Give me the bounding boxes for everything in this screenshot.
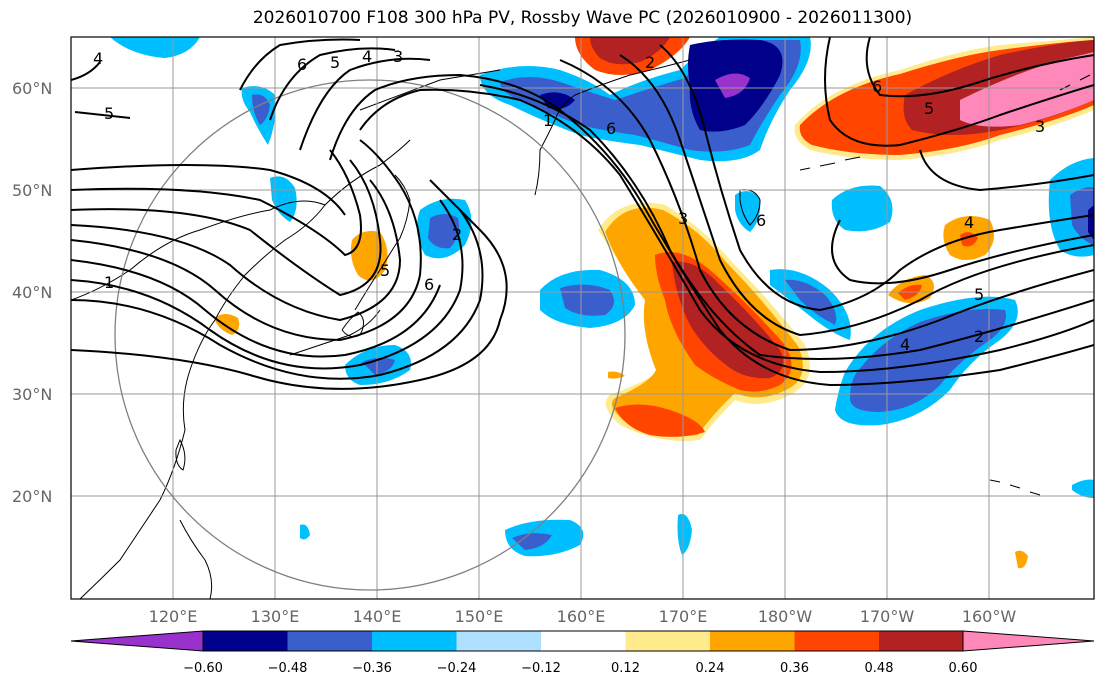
lon-label: 120°E [149, 607, 198, 626]
contour-label: 2 [974, 327, 984, 346]
contour-label: 2 [645, 53, 655, 72]
lat-label: 30°N [12, 385, 52, 404]
colorbar-tick-label: 0.36 [780, 661, 809, 676]
colorbar-swatch [287, 631, 372, 651]
colorbar-tick-label: 0.48 [865, 661, 894, 676]
colorbar-swatch [203, 631, 288, 651]
colorbar: −0.60 −0.48 −0.36 −0.24 −0.12 0.12 0.24 … [70, 630, 1095, 676]
contour-label: 2 [452, 225, 462, 244]
colorbar-tick-label: −0.24 [437, 661, 477, 676]
colorbar-tick-label: −0.60 [183, 661, 223, 676]
colorbar-tick-label: 0.24 [696, 661, 725, 676]
colorbar-swatch [456, 631, 541, 651]
contour-label: 5 [924, 99, 934, 118]
colorbar-outline [202, 630, 964, 652]
latitude-axis: 60°N 50°N 40°N 30°N 20°N [12, 79, 52, 506]
colorbar-tick-label: 0.60 [949, 661, 978, 676]
colorbar-swatch [372, 631, 457, 651]
colorbar-swatch [879, 631, 963, 651]
lon-label: 130°E [251, 607, 300, 626]
colorbar-swatch [794, 631, 879, 651]
colorbar-extend-max [962, 630, 1095, 652]
contour-label: 6 [424, 275, 434, 294]
contour-label: 1 [543, 111, 553, 130]
colorbar-tick-label: −0.36 [352, 661, 392, 676]
coastlines [71, 59, 1091, 599]
contour-label: 6 [756, 211, 766, 230]
contour-label: 6 [297, 55, 307, 74]
lon-label: 160°W [962, 607, 1017, 626]
lon-label: 180°W [758, 607, 813, 626]
contour-label: 1 [104, 273, 114, 292]
contour-label: 3 [393, 47, 403, 66]
contour-label: 6 [872, 77, 882, 96]
pv-contours [71, 37, 1094, 390]
contour-label: 4 [964, 213, 974, 232]
lat-label: 40°N [12, 283, 52, 302]
map-title: 2026010700 F108 300 hPa PV, Rossby Wave … [252, 8, 913, 28]
contour-label: 5 [380, 261, 390, 280]
contour-label: 5 [104, 104, 114, 123]
map-frame [70, 36, 1095, 600]
lat-label: 60°N [12, 79, 52, 98]
lon-label: 150°E [455, 607, 504, 626]
lon-label: 140°E [353, 607, 402, 626]
contour-label: 6 [606, 119, 616, 138]
contour-label: 4 [900, 335, 910, 354]
colorbar-swatch [710, 631, 795, 651]
contour-label-group: 4 5 6 5 4 3 1 2 6 5 1 2 3 6 6 5 6 3 4 5 … [93, 47, 1045, 354]
colorbar-swatch [541, 631, 626, 651]
reference-circle [114, 79, 626, 591]
contour-label: 4 [93, 49, 103, 68]
colorbar-tick-label: −0.12 [521, 661, 561, 676]
longitude-axis: 120°E 130°E 140°E 150°E 160°E 170°E 180°… [149, 607, 1017, 626]
lat-label: 50°N [12, 181, 52, 200]
colorbar-tick-label: −0.48 [268, 661, 308, 676]
colorbar-swatch [625, 631, 710, 651]
contour-label: 4 [362, 47, 372, 66]
contour-label: 5 [974, 285, 984, 304]
contour-label: 3 [1035, 117, 1045, 136]
contour-label: 5 [330, 53, 340, 72]
colorbar-tick-label: 0.12 [611, 661, 640, 676]
lon-label: 170°E [659, 607, 708, 626]
colorbar-extend-min [70, 630, 204, 652]
lat-label: 20°N [12, 487, 52, 506]
lon-label: 170°W [860, 607, 915, 626]
lon-label: 160°E [557, 607, 606, 626]
graticule [71, 37, 1094, 599]
contour-label: 3 [678, 209, 688, 228]
